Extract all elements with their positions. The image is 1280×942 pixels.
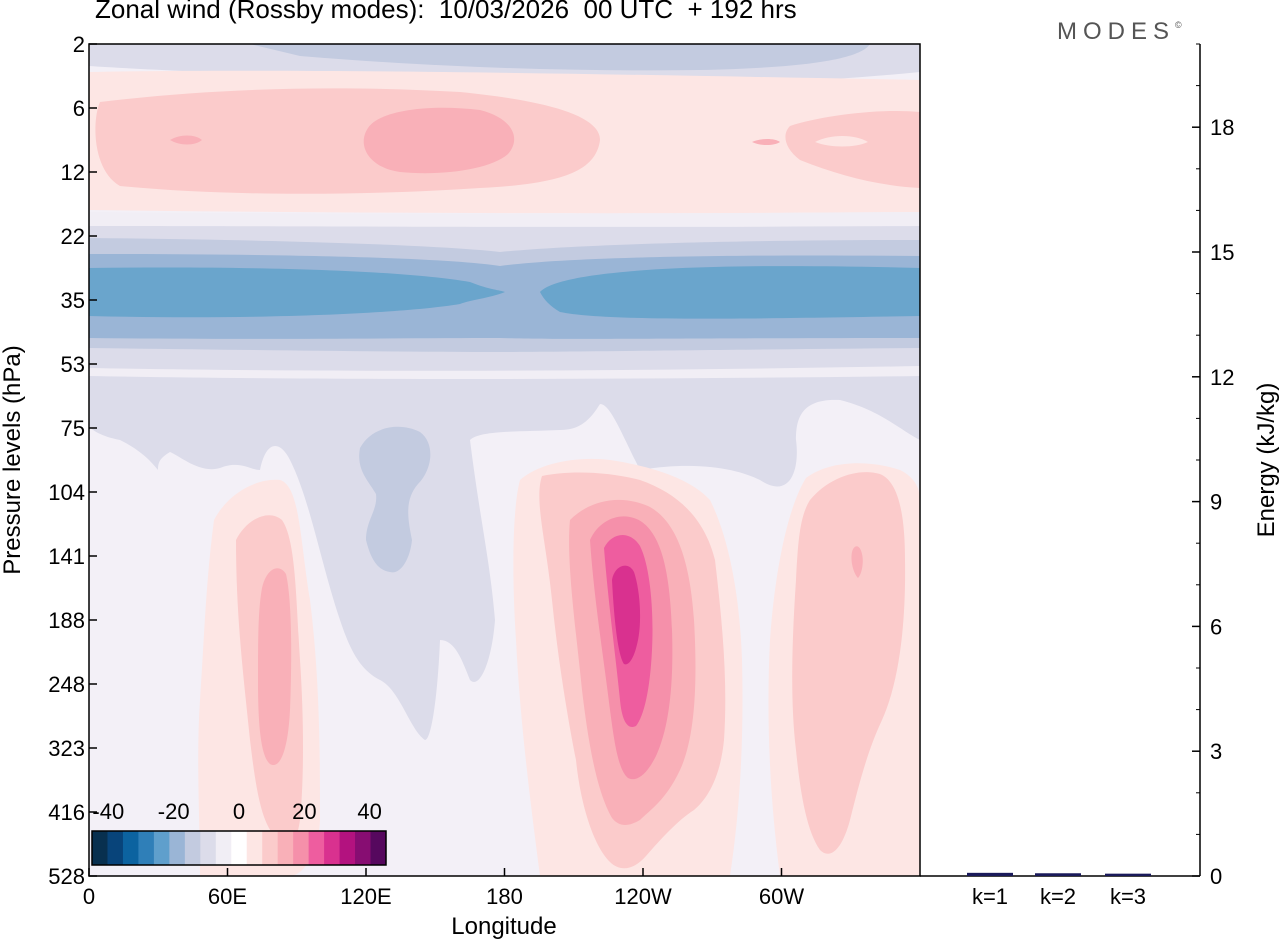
logo-text: MODES: [1057, 18, 1176, 45]
energy-category-labels: k=1 k=2 k=3: [972, 884, 1146, 909]
x-axis-title: Longitude: [451, 913, 556, 940]
colorbar-swatch: [355, 831, 372, 865]
colorbar-tick-label: 40: [357, 799, 381, 824]
colorbar-swatch: [293, 831, 310, 865]
energy-tick-label: 15: [1210, 240, 1234, 265]
contour-west-b-l5: [612, 565, 641, 665]
colorbar-swatch: [246, 831, 263, 865]
y-tick-label: 104: [48, 480, 85, 505]
energy-bar: [1105, 873, 1151, 876]
colorbar-swatch: [324, 831, 341, 865]
colorbar-swatch: [215, 831, 232, 865]
energy-category-label: k=2: [1040, 884, 1076, 909]
x-tick-label: 180: [486, 884, 523, 909]
x-tick-label: 0: [83, 884, 95, 909]
heatmap-x-axis: 0 60E 120E 180 120W 60W: [83, 884, 804, 909]
contour-upper-easterly-core: [250, 44, 870, 71]
y-tick-label: 416: [48, 800, 85, 825]
x-tick-label: 60W: [759, 884, 804, 909]
contour-west-c-l1: [792, 472, 906, 854]
colorbar-tick-label: -40: [92, 799, 124, 824]
energy-tick-label: 9: [1210, 490, 1222, 515]
x-tick-label: 120E: [340, 884, 391, 909]
colorbar-swatch: [169, 831, 186, 865]
contour-west-a-l2: [258, 568, 292, 766]
contour-jet-l4: [89, 266, 920, 319]
colorbar: [91, 830, 387, 866]
colorbar-swatch: [122, 831, 139, 865]
y-tick-label: 248: [48, 672, 85, 697]
contour-west-c-l2: [851, 546, 863, 578]
colorbar-tick-label: -20: [158, 799, 190, 824]
colorbar-swatch: [92, 831, 108, 865]
contour-trop-easterly-inner: [359, 426, 431, 573]
energy-tick-label: 0: [1210, 864, 1222, 889]
colorbar-swatch: [339, 831, 356, 865]
chart-title: Zonal wind (Rossby modes): 10/03/2026 00…: [95, 0, 797, 24]
y-tick-label: 12: [61, 160, 85, 185]
logo-mark: ©: [1175, 20, 1182, 30]
energy-y-ticks: 0 3 6 9 12 15 18: [1192, 43, 1234, 889]
colorbar-swatch: [184, 831, 201, 865]
y-tick-label: 188: [48, 608, 85, 633]
colorbar-swatch: [370, 831, 387, 865]
y-axis-title: Pressure levels (hPa): [0, 345, 26, 574]
y-tick-label: 35: [61, 288, 85, 313]
colorbar-swatch: [153, 831, 170, 865]
y-tick-label: 323: [48, 736, 85, 761]
x-tick-label: 120W: [614, 884, 672, 909]
energy-tick-label: 3: [1210, 739, 1222, 764]
y-tick-label: 53: [61, 352, 85, 377]
y-tick-label: 528: [48, 864, 85, 889]
energy-tick-label: 12: [1210, 365, 1234, 390]
colorbar-swatch: [277, 831, 294, 865]
colorbar-swatch: [138, 831, 155, 865]
contour-trop-easterly-outer: [89, 376, 920, 740]
energy-category-label: k=3: [1110, 884, 1146, 909]
colorbar-swatch: [308, 831, 325, 865]
heatmap-y-axis: 2 6 12 22 35 53 75 104 141 188 248 323 4…: [48, 32, 85, 889]
colorbar-frame: [91, 830, 387, 866]
colorbar-labels: -40 -20 0 20 40: [92, 799, 381, 824]
y-tick-label: 22: [61, 224, 85, 249]
energy-category-label: k=1: [972, 884, 1008, 909]
colorbar-swatch: [200, 831, 217, 865]
x-tick-label: 60E: [208, 884, 247, 909]
energy-tick-label: 6: [1210, 614, 1222, 639]
energy-tick-label: 18: [1210, 115, 1234, 140]
tick-marks: [88, 43, 783, 877]
colorbar-tick-label: 20: [292, 799, 316, 824]
contour-strat-westerly-inner: [170, 107, 780, 174]
modes-logo: MODES©: [1057, 18, 1182, 46]
energy-bar: [967, 872, 1013, 876]
colorbar-swatch: [262, 831, 279, 865]
colorbar-swatch: [107, 831, 124, 865]
y-tick-label: 6: [73, 96, 85, 121]
energy-panel: 0 3 6 9 12 15 18 k=1 k=2 k=3 Energy (kJ/…: [920, 43, 1280, 909]
colorbar-swatch: [231, 831, 248, 865]
y-tick-label: 75: [61, 416, 85, 441]
colorbar-tick-label: 0: [233, 799, 245, 824]
y-tick-label: 141: [48, 544, 85, 569]
energy-bar: [1035, 873, 1081, 876]
contour-strat-westerly-gap: [815, 136, 868, 147]
energy-y-axis-title: Energy (kJ/kg): [1253, 383, 1280, 538]
heatmap-field: [89, 44, 920, 876]
energy-bars: [967, 872, 1151, 876]
y-tick-label: 2: [73, 32, 85, 57]
